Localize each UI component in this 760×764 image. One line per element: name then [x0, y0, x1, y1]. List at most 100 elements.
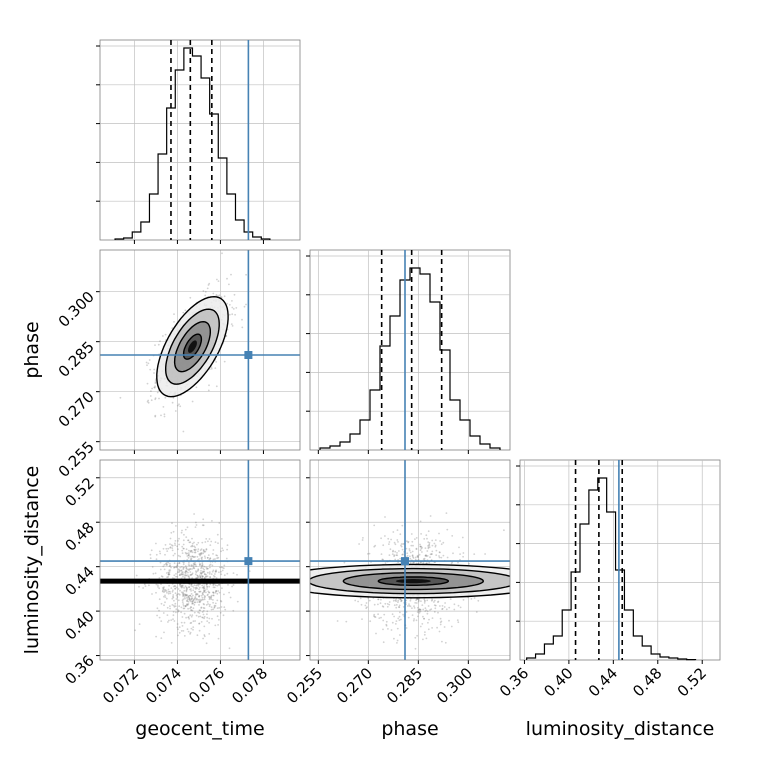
sample-point-geocent-time-vs-luminosity-distance: [201, 621, 203, 623]
sample-point-geocent-time-vs-luminosity-distance: [198, 601, 200, 603]
sample-point-geocent-time-vs-luminosity-distance: [198, 596, 200, 598]
sample-point-geocent-time-vs-phase: [245, 274, 247, 276]
sample-point-geocent-time-vs-luminosity-distance: [227, 584, 229, 586]
sample-point-phase-vs-luminosity-distance: [392, 551, 394, 553]
sample-point-phase-vs-luminosity-distance: [337, 620, 339, 622]
sample-point-phase-vs-luminosity-distance: [378, 617, 380, 619]
sample-point-geocent-time-vs-luminosity-distance: [178, 544, 180, 546]
sample-point-phase-vs-luminosity-distance: [399, 533, 401, 535]
sample-point-geocent-time-vs-luminosity-distance: [181, 546, 183, 548]
sample-point-phase-vs-luminosity-distance: [344, 562, 346, 564]
sample-point-geocent-time-vs-luminosity-distance: [199, 599, 201, 601]
sample-point-phase-vs-luminosity-distance: [396, 539, 398, 541]
sample-point-geocent-time-vs-luminosity-distance: [205, 538, 207, 540]
sample-point-phase-vs-luminosity-distance: [474, 597, 476, 599]
xtick-label-luminosity-distance: 0.52: [674, 664, 710, 700]
sample-point-geocent-time-vs-luminosity-distance: [210, 597, 212, 599]
sample-point-geocent-time-vs-phase: [241, 319, 243, 321]
sample-point-phase-vs-luminosity-distance: [399, 558, 401, 560]
sample-point-geocent-time-vs-luminosity-distance: [231, 586, 233, 588]
sample-point-geocent-time-vs-luminosity-distance: [179, 556, 181, 558]
sample-point-geocent-time-vs-luminosity-distance: [202, 593, 204, 595]
sample-point-phase-vs-luminosity-distance: [442, 605, 444, 607]
sample-point-geocent-time-vs-phase: [153, 372, 155, 374]
sample-point-phase-vs-luminosity-distance: [392, 553, 394, 555]
sample-point-geocent-time-vs-luminosity-distance: [222, 570, 224, 572]
sample-point-geocent-time-vs-luminosity-distance: [201, 542, 203, 544]
sample-point-phase-vs-luminosity-distance: [468, 563, 470, 565]
sample-point-geocent-time-vs-luminosity-distance: [166, 572, 168, 574]
sample-point-geocent-time-vs-luminosity-distance: [218, 619, 220, 621]
sample-point-geocent-time-vs-luminosity-distance: [215, 590, 217, 592]
sample-point-phase-vs-luminosity-distance: [434, 607, 436, 609]
sample-point-phase-vs-luminosity-distance: [365, 605, 367, 607]
sample-point-geocent-time-vs-luminosity-distance: [206, 617, 208, 619]
sample-point-geocent-time-vs-phase: [208, 390, 210, 392]
sample-point-geocent-time-vs-luminosity-distance: [161, 603, 163, 605]
sample-point-geocent-time-vs-luminosity-distance: [233, 572, 235, 574]
sample-point-phase-vs-luminosity-distance: [426, 555, 428, 557]
sample-point-geocent-time-vs-luminosity-distance: [164, 564, 166, 566]
sample-point-geocent-time-vs-phase: [173, 321, 175, 323]
sample-point-geocent-time-vs-luminosity-distance: [188, 550, 190, 552]
sample-point-geocent-time-vs-luminosity-distance: [175, 608, 177, 610]
sample-point-geocent-time-vs-luminosity-distance: [177, 635, 179, 637]
sample-point-phase-vs-luminosity-distance: [360, 598, 362, 600]
sample-point-geocent-time-vs-luminosity-distance: [182, 568, 184, 570]
sample-point-geocent-time-vs-luminosity-distance: [156, 558, 158, 560]
sample-point-geocent-time-vs-luminosity-distance: [148, 584, 150, 586]
sample-point-geocent-time-vs-luminosity-distance: [208, 633, 210, 635]
sample-point-geocent-time-vs-phase: [185, 310, 187, 312]
sample-point-geocent-time-vs-luminosity-distance: [194, 584, 196, 586]
sample-point-geocent-time-vs-luminosity-distance: [211, 573, 213, 575]
sample-point-geocent-time-vs-luminosity-distance: [208, 586, 210, 588]
sample-point-geocent-time-vs-luminosity-distance: [175, 592, 177, 594]
sample-point-geocent-time-vs-phase: [232, 325, 234, 327]
sample-point-geocent-time-vs-luminosity-distance: [188, 631, 190, 633]
sample-point-geocent-time-vs-luminosity-distance: [195, 522, 197, 524]
sample-point-geocent-time-vs-luminosity-distance: [202, 597, 204, 599]
sample-point-geocent-time-vs-luminosity-distance: [209, 538, 211, 540]
sample-point-geocent-time-vs-luminosity-distance: [181, 532, 183, 534]
sample-point-geocent-time-vs-luminosity-distance: [182, 601, 184, 603]
sample-point-phase-vs-luminosity-distance: [422, 639, 424, 641]
sample-point-phase-vs-luminosity-distance: [399, 616, 401, 618]
sample-point-phase-vs-luminosity-distance: [419, 554, 421, 556]
sample-point-geocent-time-vs-luminosity-distance: [214, 625, 216, 627]
sample-point-geocent-time-vs-luminosity-distance: [158, 610, 160, 612]
sample-point-phase-vs-luminosity-distance: [395, 607, 397, 609]
sample-point-phase-vs-luminosity-distance: [389, 601, 391, 603]
sample-point-geocent-time-vs-luminosity-distance: [174, 620, 176, 622]
sample-point-geocent-time-vs-phase: [235, 307, 237, 309]
sample-point-geocent-time-vs-luminosity-distance: [175, 576, 177, 578]
ytick-label-luminosity-distance: 0.48: [61, 518, 97, 554]
sample-point-geocent-time-vs-luminosity-distance: [193, 513, 195, 515]
sample-point-phase-vs-luminosity-distance: [375, 633, 377, 635]
sample-point-geocent-time-vs-luminosity-distance: [156, 615, 158, 617]
sample-point-geocent-time-vs-luminosity-distance: [173, 614, 175, 616]
sample-point-geocent-time-vs-luminosity-distance: [198, 604, 200, 606]
ylabel-luminosity-distance: luminosity_distance: [21, 466, 43, 655]
sample-point-phase-vs-luminosity-distance: [397, 640, 399, 642]
sample-point-geocent-time-vs-luminosity-distance: [172, 594, 174, 596]
sample-point-geocent-time-vs-luminosity-distance: [207, 572, 209, 574]
sample-point-geocent-time-vs-luminosity-distance: [209, 598, 211, 600]
sample-point-phase-vs-luminosity-distance: [431, 551, 433, 553]
sample-point-geocent-time-vs-luminosity-distance: [206, 642, 208, 644]
sample-point-geocent-time-vs-luminosity-distance: [223, 565, 225, 567]
sample-point-phase-vs-luminosity-distance: [416, 602, 418, 604]
sample-point-geocent-time-vs-luminosity-distance: [208, 618, 210, 620]
sample-point-geocent-time-vs-luminosity-distance: [177, 609, 179, 611]
sample-point-geocent-time-vs-luminosity-distance: [201, 585, 203, 587]
sample-point-phase-vs-luminosity-distance: [443, 555, 445, 557]
sample-point-geocent-time-vs-luminosity-distance: [176, 545, 178, 547]
sample-point-geocent-time-vs-luminosity-distance: [189, 608, 191, 610]
sample-point-phase-vs-luminosity-distance: [420, 521, 422, 523]
ylabel-phase: phase: [21, 321, 43, 378]
hist-panel-geocent-time: [96, 40, 300, 244]
xtick-label-geocent-time: 0.072: [99, 664, 142, 707]
sample-point-geocent-time-vs-luminosity-distance: [168, 620, 170, 622]
sample-point-geocent-time-vs-luminosity-distance: [201, 548, 203, 550]
sample-point-geocent-time-vs-luminosity-distance: [186, 600, 188, 602]
sample-point-phase-vs-luminosity-distance: [397, 600, 399, 602]
